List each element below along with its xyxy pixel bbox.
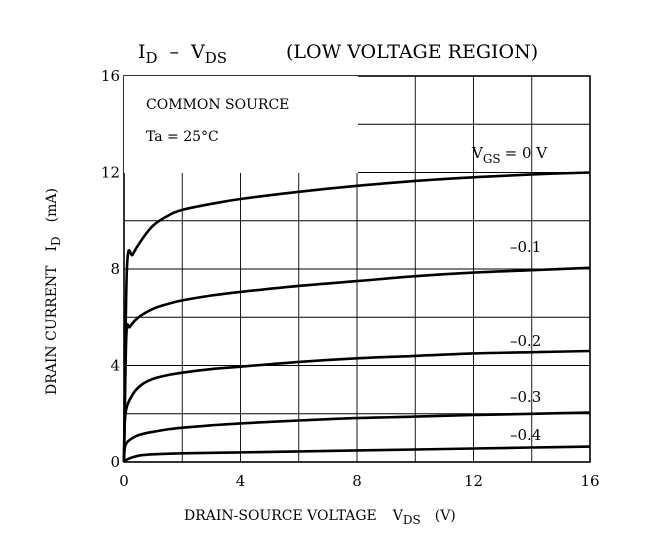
y-tick-label: 0: [110, 453, 120, 471]
y-tick-label: 16: [101, 67, 120, 85]
series-line-0: [122, 171, 591, 463]
series-line-4: [123, 445, 591, 464]
chart-title: ID – VDS: [138, 41, 227, 67]
x-tick-labels: 0 4 8 12 16: [119, 472, 599, 490]
series-line-1: [122, 266, 591, 463]
x-axis-label: DRAIN-SOURCE VOLTAGE VDS (V): [184, 508, 456, 527]
x-tick-label: 16: [580, 472, 599, 490]
x-tick-label: 12: [464, 472, 483, 490]
y-tick-label: 12: [101, 164, 120, 182]
chart-subtitle: (LOW VOLTAGE REGION): [286, 41, 538, 63]
annotation-box: [124, 76, 358, 173]
x-tick-label: 8: [352, 472, 362, 490]
y-tick-labels: 0 4 8 12 16: [101, 67, 120, 471]
y-tick-label: 8: [110, 260, 120, 278]
series-line-3: [122, 411, 591, 463]
series-curves: [122, 171, 591, 464]
y-tick-label: 4: [110, 357, 120, 375]
annotation-common-source: COMMON SOURCE: [146, 97, 289, 113]
x-tick-label: 4: [236, 472, 246, 490]
series-label-neg01: –0.1: [510, 238, 541, 256]
y-axis-label: DRAIN CURRENTID(mA): [44, 188, 63, 395]
x-tick-label: 0: [119, 472, 129, 490]
series-label-neg03: –0.3: [510, 388, 541, 406]
series-label-neg04: –0.4: [510, 426, 541, 444]
series-line-2: [122, 349, 591, 463]
annotation-temperature: Ta = 25°C: [146, 129, 219, 145]
vgs-header-label: VGS = 0 V: [471, 144, 548, 166]
series-label-neg02: –0.2: [510, 332, 541, 350]
